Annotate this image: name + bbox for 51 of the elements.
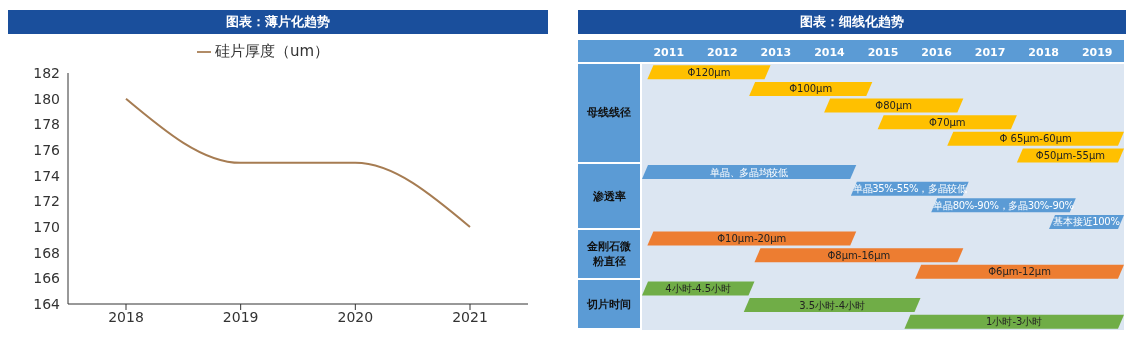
x-tick-label: 2021 [452, 308, 488, 325]
y-tick-label: Φ8μm-16μm [827, 249, 891, 261]
y-tick-label: Φ80μm [875, 100, 913, 112]
y-tick-label: Φ10μm-20μm [717, 233, 787, 245]
text: 母线线径 [578, 64, 640, 162]
x-tick-label: 2019 [222, 308, 259, 325]
x-tick-label: 2011 [653, 46, 685, 59]
legend-label: 硅片厚度（um） [214, 42, 330, 60]
text: 切片时间 [578, 280, 640, 328]
y-tick-label: 单晶80%-90%，多晶30%-90% [933, 199, 1074, 211]
x-tick-label: 2012 [707, 46, 738, 59]
chart-title: 图表：细线化趋势 [578, 10, 1126, 34]
y-tick-label: 180 [33, 90, 60, 107]
y-tick-label: 176 [33, 141, 61, 158]
x-tick-label: 2015 [867, 46, 899, 59]
y-tick-label: 168 [33, 244, 60, 261]
y-tick-label: 基本接近100% [1053, 216, 1120, 228]
bar [915, 264, 1124, 279]
y-tick-label: Φ120μm [687, 66, 731, 78]
y-tick-label: 178 [33, 116, 60, 133]
y-tick-label: Φ50μm-55μm [1035, 149, 1106, 161]
y-tick-label: 单晶、多晶均较低 [710, 166, 789, 178]
x-tick-label: 2017 [974, 46, 1006, 59]
y-tick-label: 3.5小时-4小时 [799, 299, 866, 311]
y-tick-label: 164 [33, 295, 61, 312]
y-tick-label: 166 [33, 270, 61, 287]
x-tick-label: 2013 [760, 46, 792, 59]
text: 金刚石微粉直径 [578, 230, 640, 279]
y-tick-label: Φ100μm [789, 83, 833, 95]
x-tick-label: 2020 [337, 308, 374, 325]
x-tick-label: 2016 [921, 46, 953, 59]
bar [754, 248, 964, 263]
bar [877, 115, 1017, 130]
x-tick-label: 2019 [1081, 46, 1113, 59]
bar [824, 98, 964, 113]
chart-title: 图表：薄片化趋势 [8, 10, 548, 34]
text: 渗透率 [578, 163, 640, 229]
y-tick-label: 172 [33, 193, 60, 210]
y-tick-label: Φ 65μm-60μm [999, 133, 1072, 145]
y-tick-label: Φ70μm [928, 116, 966, 128]
y-tick-label: 4小时-4.5小时 [665, 282, 732, 294]
x-tick-label: 2018 [1028, 46, 1059, 59]
y-tick-label: Φ6μm-12μm [988, 266, 1051, 278]
x-tick-label: 2014 [814, 46, 846, 59]
y-tick-label: 174 [33, 167, 61, 184]
y-tick-label: 170 [33, 218, 60, 235]
x-tick-label: 2018 [108, 308, 144, 325]
bar [904, 314, 1124, 329]
y-tick-label: 1小时-3小时 [986, 316, 1043, 328]
y-tick-label: 182 [33, 64, 60, 81]
y-tick-label: 单晶35%-55%，多晶较低 [852, 183, 967, 195]
